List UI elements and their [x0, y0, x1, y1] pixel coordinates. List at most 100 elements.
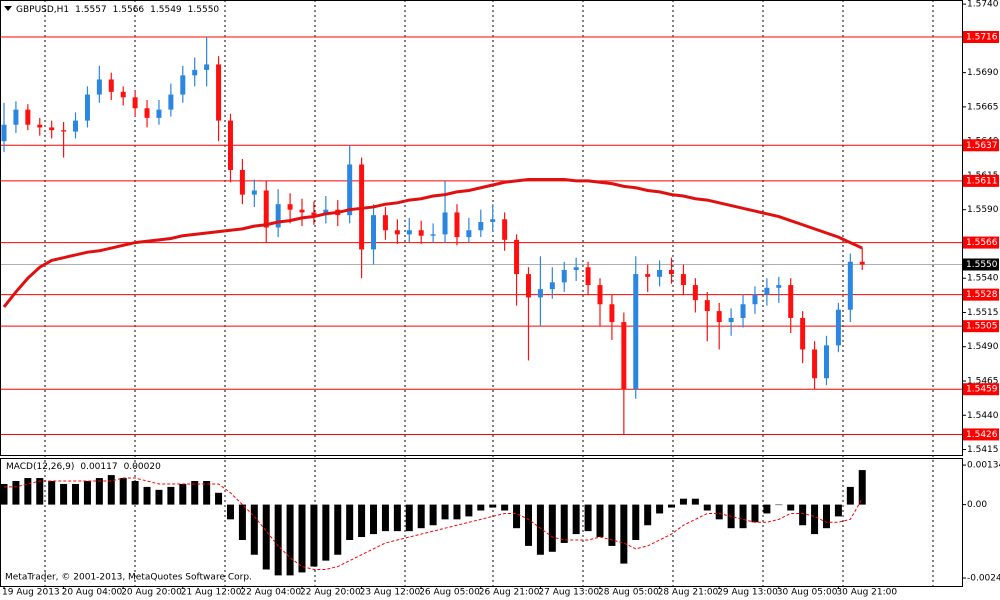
macd-bar [429, 504, 437, 526]
candle-body [394, 230, 400, 235]
x-tick-label: 20 Aug 20:00 [121, 588, 182, 598]
macd-panel-frame [0, 458, 963, 587]
candle-body [84, 94, 90, 121]
candle-body [692, 285, 698, 301]
macd-bar [274, 504, 282, 576]
x-tick-label: 28 Aug 05:00 [598, 588, 659, 598]
macd-bar [799, 504, 807, 526]
macd-bar [441, 504, 449, 520]
macd-bar [203, 481, 211, 505]
candle-body [156, 109, 162, 118]
y-tick-label: 0.00 [967, 500, 987, 510]
macd-bar [298, 504, 306, 573]
level-label-box [963, 383, 999, 396]
macd-bar [417, 504, 425, 529]
macd-bar [72, 483, 80, 505]
candle-body [192, 69, 198, 76]
macd-bar [310, 504, 318, 567]
macd-bar [107, 475, 115, 505]
candle-body [645, 274, 651, 277]
candle-body [227, 120, 233, 170]
macd-bar [584, 504, 592, 532]
candle-body [835, 309, 841, 346]
macd-bar [167, 486, 175, 505]
macd-bar [858, 470, 866, 505]
candle-body [1, 124, 7, 142]
macd-bar [608, 504, 616, 546]
candle-body [549, 282, 555, 290]
candle-body [573, 267, 579, 270]
macd-bar [572, 504, 580, 535]
candle-body [382, 215, 388, 231]
macd-bar [346, 504, 354, 540]
level-label: 1.5505 [966, 322, 998, 332]
candle-body [633, 274, 639, 390]
candle-body [49, 127, 55, 131]
x-tick-label: 29 Aug 13:00 [717, 588, 778, 598]
level-label: 1.5566 [966, 238, 998, 248]
level-label: 1.5459 [966, 385, 998, 395]
candle-body [716, 311, 722, 323]
macd-bar [501, 504, 509, 511]
x-tick-label: 30 Aug 21:00 [836, 588, 897, 598]
symbol: GBPUSD,H1 [16, 5, 69, 15]
macd-bar [536, 504, 544, 555]
price-panel-frame [0, 0, 963, 456]
candle-body [764, 287, 770, 295]
x-tick-label: 22 Aug 20:00 [300, 588, 361, 598]
current-price-box [963, 258, 999, 271]
macd-bar [95, 478, 103, 505]
macd-bar [668, 504, 676, 508]
candle-body [669, 269, 675, 275]
candle-body [132, 97, 138, 109]
macd-bar [226, 504, 234, 520]
x-tick-label: 27 Aug 13:00 [538, 588, 599, 598]
candle-body [514, 239, 520, 275]
candle-body [800, 317, 806, 350]
level-label-box [963, 236, 999, 249]
candle-body [371, 215, 377, 250]
candle-body [216, 64, 222, 121]
macd-header: MACD(12,26,9) 0.00117 0.00020 [6, 462, 161, 472]
candle-body [287, 204, 293, 210]
x-tick-label: 20 Aug 04:00 [62, 588, 123, 598]
macd-signal [4, 477, 863, 570]
candle-body [299, 209, 305, 213]
macd-bar [465, 504, 473, 517]
candle-body [418, 230, 424, 236]
price-header: GBPUSD,H1 1.5557 1.5566 1.5549 1.5550 [16, 5, 219, 15]
macd-bar [739, 504, 747, 529]
macd-bar [334, 504, 342, 555]
candle-body [812, 349, 818, 379]
level-label: 1.5426 [966, 430, 998, 440]
candle-body [847, 261, 853, 310]
candle-body [621, 322, 627, 390]
x-tick-label: 26 Aug 05:00 [419, 588, 480, 598]
indicator-name: MACD(12,26,9) [6, 462, 74, 472]
macd-bar [191, 481, 199, 505]
y-tick-label: 1.5690 [967, 68, 999, 78]
level-label-box [963, 31, 999, 44]
x-tick-label: 28 Aug 21:00 [658, 588, 719, 598]
macd-bar [405, 504, 413, 532]
level-label-box [963, 428, 999, 441]
macd-bar [775, 504, 783, 506]
candle-body [823, 345, 829, 379]
macd-bar [489, 504, 497, 508]
macd-bar [12, 481, 20, 505]
candle-body [347, 164, 353, 216]
macd-bar [36, 478, 44, 505]
symbol-menu-icon[interactable] [4, 6, 12, 11]
y-tick-label: 1.5415 [967, 445, 999, 455]
macd-bar [370, 504, 378, 535]
candle-body [740, 304, 746, 318]
macd-bar [48, 481, 56, 505]
candle-body [776, 285, 782, 288]
level-label-box [963, 288, 999, 301]
macd-bar [596, 504, 604, 538]
macd-bar [560, 504, 568, 543]
candle-body [73, 120, 79, 132]
macd-bar [119, 478, 127, 505]
